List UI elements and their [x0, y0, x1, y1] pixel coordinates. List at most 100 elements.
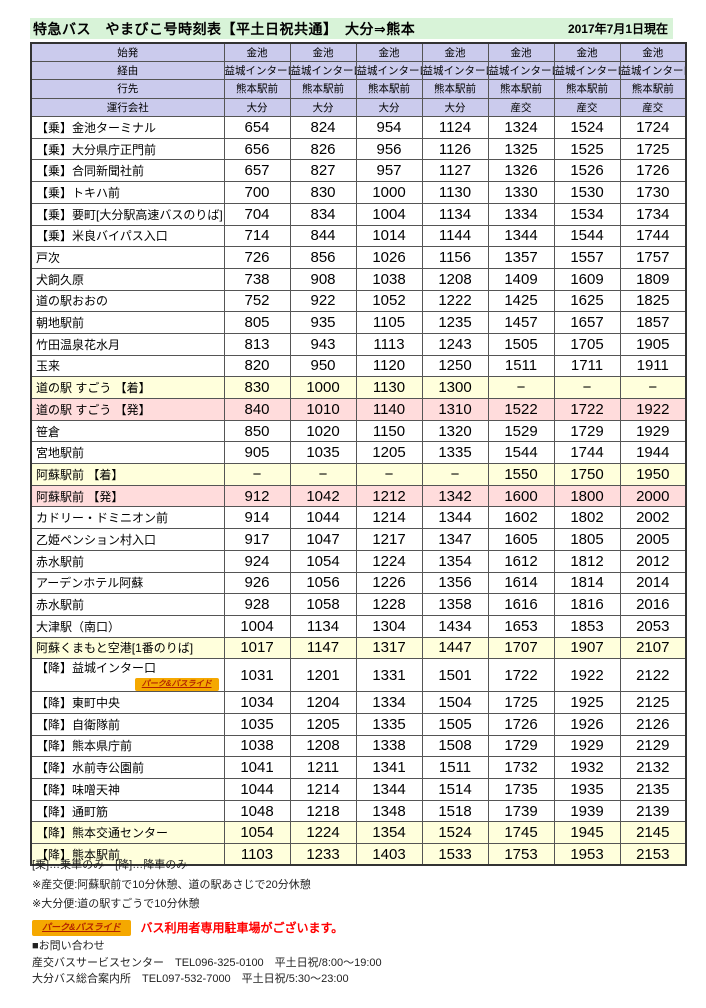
table-row: 阿蘇駅前 【発】 912 1042 1212 1342 1600 1800 2000	[30, 484, 687, 508]
time-cell: 1250	[421, 354, 489, 378]
time-cell: 824	[289, 116, 357, 139]
time-cell: 856	[289, 246, 357, 269]
timetable-head: 始発金池金池金池金池金池金池金池経由益城インター口益城インター口益城インター口益…	[30, 42, 687, 118]
time-cell: 1730	[619, 181, 687, 204]
header-cell: 産交	[619, 97, 687, 118]
station-name-cell: 【降】通町筋	[30, 799, 225, 823]
time-cell: 1335	[421, 441, 489, 465]
header-cell: 大分	[223, 97, 291, 118]
header-row: 経由益城インター口益城インター口益城インター口益城インター口益城インター口益城イ…	[30, 60, 687, 81]
header-cell: 益城インター口	[421, 60, 489, 81]
time-cell: 656	[223, 137, 291, 161]
header-cell: 産交	[553, 97, 621, 118]
time-cell: 1734	[619, 202, 687, 226]
header-cell: 益城インター口	[355, 60, 423, 81]
park-and-ride-line: パーク&バスライド バス利用者専用駐車場がございます。	[32, 919, 343, 936]
table-row: 道の駅 すごう 【着】 830 1000 1130 1300− − −	[30, 376, 687, 399]
time-cell: 2012	[619, 549, 687, 573]
time-cell: 1150	[355, 419, 423, 443]
time-cell: 1944	[619, 441, 687, 465]
header-cell: 益城インター口	[619, 60, 687, 81]
time-cell: 1214	[289, 778, 357, 801]
table-row: 【乗】大分県庁正門前 656 826 956 1126 1325 1525 1725	[30, 137, 687, 161]
time-cell: 1945	[553, 821, 621, 845]
time-cell: 1044	[289, 506, 357, 530]
time-cell: 1809	[619, 267, 687, 291]
time-cell: 924	[223, 549, 291, 573]
time-cell: 1616	[487, 593, 555, 616]
time-cell: 1026	[355, 246, 423, 269]
time-cell: 1750	[553, 463, 621, 486]
time-cell: 1744	[553, 441, 621, 465]
time-cell: 1732	[487, 756, 555, 779]
time-cell: 1010	[289, 398, 357, 421]
time-cell: 908	[289, 267, 357, 291]
time-cell: 2145	[619, 821, 687, 845]
time-cell: 928	[223, 593, 291, 616]
station-name-cell: 【乗】金池ターミナル	[30, 116, 225, 139]
time-cell: 1147	[289, 636, 357, 660]
table-row: 【降】味噌天神 1044 1214 1344 1514 1735 1935 2135	[30, 778, 687, 801]
time-cell: 1224	[289, 821, 357, 845]
time-cell: 2016	[619, 593, 687, 616]
time-cell: 1524	[553, 116, 621, 139]
time-cell: 657	[223, 159, 291, 183]
time-cell: 1334	[355, 691, 423, 714]
station-name-cell: 【乗】大分県庁正門前	[30, 137, 225, 161]
time-cell: 2132	[619, 756, 687, 779]
time-cell: 1224	[355, 549, 423, 573]
time-cell: 850	[223, 419, 291, 443]
header-cell: 大分	[289, 97, 357, 118]
header-row: 始発 金池 金池 金池 金池 金池 金池 金池	[30, 42, 687, 62]
time-cell: 1653	[487, 614, 555, 638]
time-cell: 1130	[421, 181, 489, 204]
station-name-cell: 乙姫ペンション村入口	[30, 528, 225, 551]
station-name-cell: 【降】熊本県庁前	[30, 734, 225, 758]
time-cell: 1035	[289, 441, 357, 465]
time-cell: −	[487, 376, 555, 399]
time-cell: 1047	[289, 528, 357, 551]
time-cell: 1205	[289, 712, 357, 736]
station-name-cell: 赤水駅前	[30, 593, 225, 616]
header-row-label: 経由	[30, 60, 225, 81]
time-cell: 1342	[421, 484, 489, 508]
header-cell: 熊本駅前	[553, 79, 621, 99]
time-cell: 1722	[487, 658, 555, 693]
time-cell: 935	[289, 311, 357, 334]
time-cell: 2014	[619, 571, 687, 595]
time-cell: 1052	[355, 289, 423, 313]
station-name-cell: 犬飼久原	[30, 267, 225, 291]
table-row: 【降】熊本県庁前 1038 1208 1338 1508 1729 1929 2129	[30, 734, 687, 758]
header-row-label: 運行会社	[30, 97, 225, 118]
time-cell: 1317	[355, 636, 423, 660]
station-name-cell: 【乗】トキハ前	[30, 181, 225, 204]
time-cell: 1330	[487, 181, 555, 204]
time-cell: 1218	[289, 799, 357, 823]
time-cell: 1753	[487, 843, 555, 866]
time-cell: 1614	[487, 571, 555, 595]
time-cell: 1004	[223, 614, 291, 638]
time-cell: 1134	[421, 202, 489, 226]
table-row: 【降】熊本交通センター 1054 1224 1354 1524 1745 1945 2145	[30, 821, 687, 845]
time-cell: 1722	[553, 398, 621, 421]
time-cell: 813	[223, 332, 291, 356]
time-cell: 1126	[421, 137, 489, 161]
table-row: 【乗】トキハ前 700 830 1000 1130 1330 1530 1730	[30, 181, 687, 204]
time-cell: 2135	[619, 778, 687, 801]
time-cell: 1233	[289, 843, 357, 866]
time-cell: 1348	[355, 799, 423, 823]
table-row: 赤水駅前 924 1054 1224 1354 1612 1812 2012	[30, 549, 687, 573]
station-name-cell: 【降】味噌天神	[30, 778, 225, 801]
time-cell: 1505	[421, 712, 489, 736]
time-cell: 2053	[619, 614, 687, 638]
time-cell: 1004	[355, 202, 423, 226]
time-cell: 700	[223, 181, 291, 204]
time-cell: 714	[223, 224, 291, 248]
time-cell: 1953	[553, 843, 621, 866]
time-cell: 1156	[421, 246, 489, 269]
time-cell: 1522	[487, 398, 555, 421]
station-name-cell: 玉来	[30, 354, 225, 378]
header-cell: 金池	[289, 42, 357, 62]
time-cell: 1205	[355, 441, 423, 465]
header-cell: 大分	[355, 97, 423, 118]
